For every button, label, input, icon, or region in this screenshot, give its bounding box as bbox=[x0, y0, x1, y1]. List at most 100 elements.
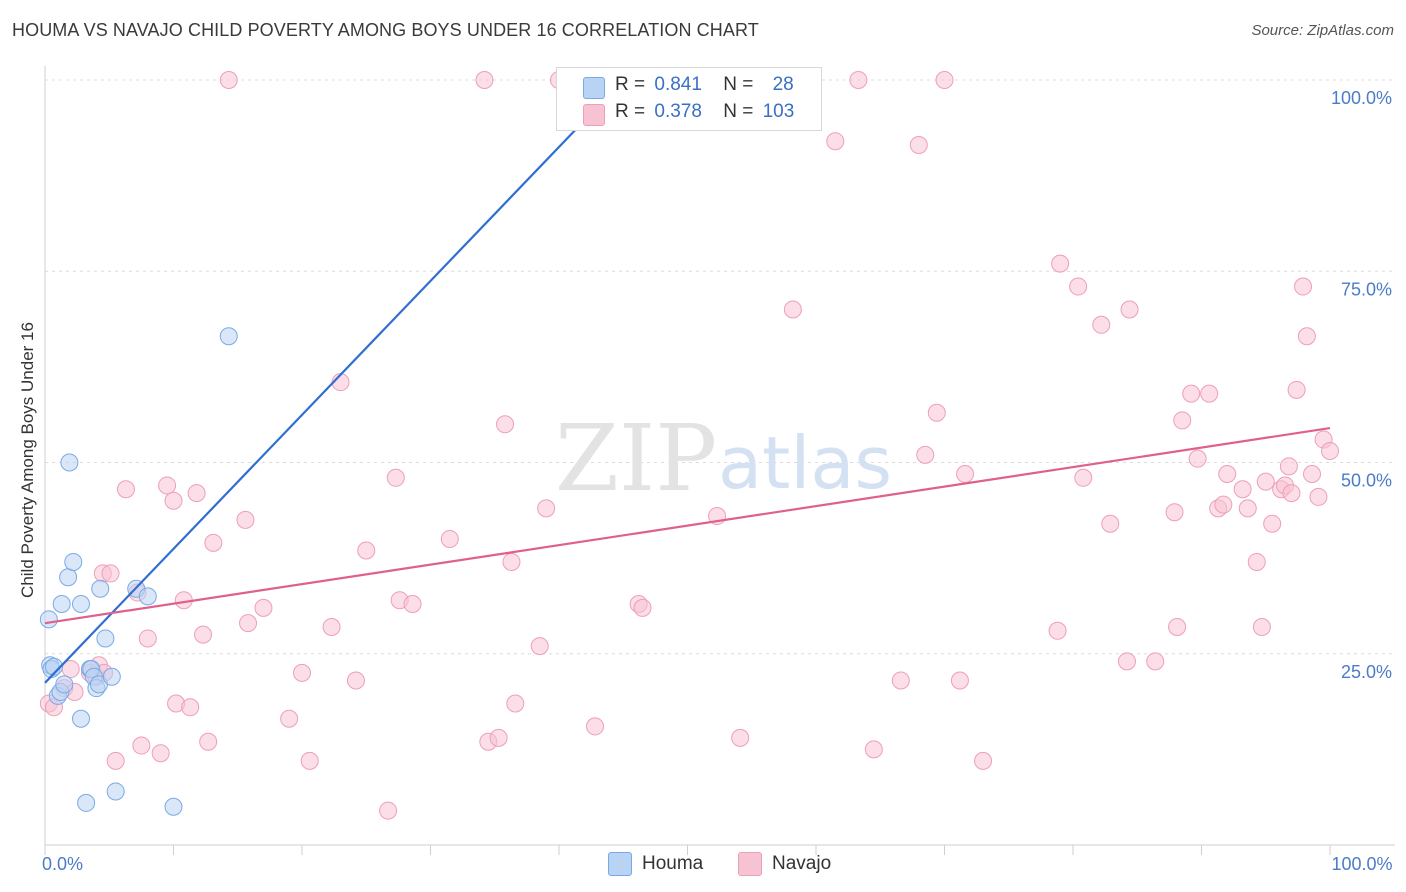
navajo-point-32 bbox=[300, 751, 319, 770]
navajo-point-28 bbox=[239, 614, 258, 633]
navajo-point-81 bbox=[1188, 449, 1207, 468]
legend-navajo-n-value: 103 bbox=[762, 101, 795, 122]
navajo-point-11 bbox=[106, 751, 125, 770]
navajo-point-51 bbox=[585, 717, 604, 736]
navajo-point-56 bbox=[783, 300, 802, 319]
navajo-point-65 bbox=[950, 671, 969, 690]
navajo-point-57 bbox=[826, 132, 845, 151]
navajo-point-101 bbox=[1321, 442, 1339, 461]
navajo-point-12 bbox=[116, 480, 135, 499]
navajo-point-66 bbox=[956, 464, 975, 483]
navajo-point-25 bbox=[204, 533, 223, 552]
navajo-point-88 bbox=[1247, 552, 1266, 571]
navajo-point-71 bbox=[1074, 468, 1093, 487]
houma-point-24 bbox=[138, 587, 157, 606]
navajo-point-99 bbox=[1309, 487, 1328, 506]
navajo-point-17 bbox=[158, 476, 177, 495]
navajo-point-31 bbox=[293, 663, 311, 682]
navajo-point-82 bbox=[1200, 384, 1219, 403]
houma-point-3 bbox=[44, 657, 63, 676]
navajo-point-42 bbox=[475, 71, 494, 89]
navajo-point-61 bbox=[909, 136, 928, 155]
navajo-point-90 bbox=[1256, 472, 1275, 491]
navajo-point-41 bbox=[440, 530, 459, 548]
navajo-point-35 bbox=[346, 671, 365, 690]
navajo-point-75 bbox=[1120, 300, 1139, 319]
navajo-point-76 bbox=[1146, 652, 1165, 671]
houma-point-9 bbox=[60, 453, 79, 472]
legend-houma-r-value: 0.841 bbox=[654, 74, 702, 95]
navajo-point-91 bbox=[1263, 514, 1282, 533]
navajo-point-40 bbox=[403, 595, 422, 614]
legend-navajo-color bbox=[738, 852, 762, 876]
navajo-point-85 bbox=[1218, 464, 1237, 483]
navajo-point-102 bbox=[1282, 484, 1301, 503]
y-tick-label-2: 75.0% bbox=[1341, 279, 1392, 299]
legend-houma-n-label: N = bbox=[723, 74, 754, 95]
navajo-point-16 bbox=[151, 744, 170, 763]
houma-point-21 bbox=[102, 667, 121, 686]
houma-point-6 bbox=[52, 595, 71, 614]
x-tick-label-0: 0.0% bbox=[42, 854, 83, 874]
legend-navajo-swatch bbox=[583, 104, 605, 126]
navajo-point-64 bbox=[935, 71, 954, 89]
y-tick-label-3: 100.0% bbox=[1331, 88, 1392, 108]
houma-point-13 bbox=[77, 793, 96, 812]
watermark-zip: ZIP bbox=[555, 405, 717, 512]
navajo-point-33 bbox=[322, 617, 341, 636]
legend-houma-swatch bbox=[583, 77, 605, 99]
houma-trend-line bbox=[44, 79, 625, 684]
navajo-point-87 bbox=[1238, 499, 1257, 518]
y-tick-label-1: 50.0% bbox=[1341, 471, 1392, 491]
legend-item-houma[interactable]: Houma bbox=[608, 852, 703, 876]
navajo-point-14 bbox=[132, 736, 151, 755]
navajo-point-96 bbox=[1294, 277, 1313, 296]
watermark: ZIP atlas bbox=[555, 405, 892, 512]
navajo-point-98 bbox=[1303, 464, 1322, 483]
houma-point-12 bbox=[71, 709, 90, 728]
navajo-point-15 bbox=[138, 629, 157, 648]
navajo-point-79 bbox=[1173, 411, 1192, 430]
navajo-point-49 bbox=[537, 499, 556, 518]
navajo-point-26 bbox=[219, 71, 238, 89]
navajo-point-77 bbox=[1165, 503, 1184, 522]
navajo-point-63 bbox=[927, 403, 946, 422]
grid-lines bbox=[45, 79, 1395, 655]
navajo-point-38 bbox=[386, 468, 405, 487]
houma-point-20 bbox=[96, 629, 115, 648]
navajo-point-10 bbox=[101, 564, 120, 583]
y-axis-label: Child Poverty Among Boys Under 16 bbox=[18, 322, 37, 598]
houma-point-8 bbox=[59, 568, 78, 587]
navajo-point-36 bbox=[357, 541, 376, 560]
trend-lines bbox=[44, 79, 1331, 684]
navajo-point-37 bbox=[379, 801, 398, 820]
houma-point-22 bbox=[106, 782, 125, 801]
houma-point-26 bbox=[219, 327, 238, 346]
navajo-point-18 bbox=[164, 491, 183, 510]
navajo-point-47 bbox=[506, 694, 525, 713]
navajo-point-97 bbox=[1297, 327, 1316, 346]
navajo-point-89 bbox=[1252, 617, 1271, 636]
navajo-point-73 bbox=[1101, 514, 1120, 533]
legend-navajo-r-value: 0.378 bbox=[654, 101, 702, 122]
source-credit: Source: ZipAtlas.com bbox=[1251, 22, 1394, 39]
legend-houma-n-value: 28 bbox=[772, 74, 794, 95]
navajo-point-62 bbox=[916, 445, 935, 464]
navajo-point-84 bbox=[1214, 495, 1233, 514]
legend-houma-r-label: R = bbox=[615, 74, 646, 95]
houma-point-0 bbox=[39, 610, 58, 629]
navajo-point-55 bbox=[731, 728, 750, 747]
legend-navajo-label: Navajo bbox=[772, 853, 832, 874]
navajo-point-86 bbox=[1233, 480, 1252, 499]
legend-navajo-row: R = 0.378 N = 103 bbox=[615, 101, 794, 123]
tick-labels: 25.0% 50.0% 75.0% 100.0% 0.0% 100.0% bbox=[42, 88, 1393, 874]
navajo-point-30 bbox=[280, 709, 299, 728]
navajo-point-21 bbox=[181, 698, 200, 717]
navajo-point-53 bbox=[633, 598, 652, 617]
navajo-point-46 bbox=[502, 552, 521, 571]
y-tick-label-0: 25.0% bbox=[1341, 662, 1392, 682]
legend-item-navajo[interactable]: Navajo bbox=[738, 852, 831, 876]
navajo-point-29 bbox=[254, 598, 273, 617]
navajo-point-95 bbox=[1287, 380, 1306, 399]
